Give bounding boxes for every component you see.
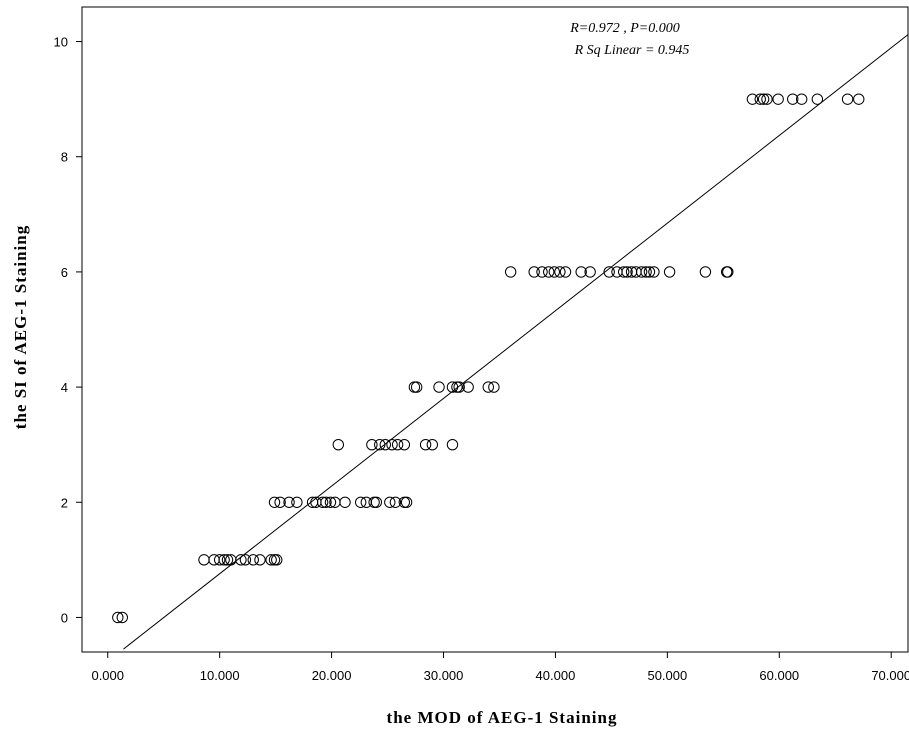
regression-fit-line: [123, 34, 909, 650]
data-point: [603, 266, 615, 278]
data-point: [554, 266, 566, 278]
annotation-r-squared: R Sq Linear = 0.945: [574, 43, 690, 58]
y-tick-label: 8: [61, 150, 68, 165]
data-point: [853, 93, 865, 105]
y-tick-label: 6: [61, 265, 68, 280]
data-point: [575, 266, 587, 278]
x-tick-label: 60.000: [759, 668, 799, 683]
data-point: [274, 496, 286, 508]
data-point: [389, 496, 402, 508]
data-point: [528, 266, 540, 278]
data-point: [291, 496, 303, 508]
data-point: [386, 438, 398, 451]
data-point: [339, 496, 351, 508]
data-point: [324, 496, 337, 508]
data-point: [419, 438, 432, 451]
data-point: [400, 496, 413, 508]
x-tick-label: 0.000: [91, 668, 124, 683]
data-point: [504, 266, 517, 278]
data-point: [391, 438, 404, 451]
data-point: [548, 266, 561, 278]
data-point: [265, 554, 277, 566]
y-axis-ticks: 0 2 4 6 8 10: [54, 35, 82, 625]
x-tick-label: 40.000: [536, 668, 576, 683]
y-tick-label: 4: [61, 380, 68, 395]
data-point: [584, 266, 596, 278]
annotation-r-p: R=0.972 , P=0.000: [569, 21, 680, 36]
data-point: [559, 266, 572, 278]
data-point: [316, 496, 329, 508]
data-point: [635, 266, 648, 278]
data-point: [116, 611, 128, 624]
data-point: [453, 381, 465, 393]
data-point: [795, 93, 808, 105]
data-point: [621, 266, 633, 278]
data-point: [772, 93, 784, 105]
y-tick-label: 0: [61, 610, 68, 625]
y-tick-label: 2: [61, 495, 68, 510]
data-point: [462, 381, 474, 393]
data-point: [482, 381, 494, 393]
data-point: [722, 266, 734, 278]
data-point: [366, 438, 378, 451]
data-point: [787, 93, 799, 105]
data-point: [239, 554, 252, 566]
data-point: [370, 496, 383, 508]
x-axis-ticks: 0.000 10.000 20.000 30.000 40.000 50.000 60.00…: [91, 652, 909, 683]
data-point: [112, 611, 124, 624]
data-point: [811, 93, 824, 105]
data-point: [754, 93, 766, 105]
data-point: [271, 554, 283, 566]
data-point: [254, 554, 266, 566]
data-point: [648, 266, 660, 278]
data-point: [354, 496, 367, 508]
data-point: [283, 496, 295, 508]
data-point: [218, 554, 230, 566]
x-tick-label: 70.000: [871, 668, 909, 683]
data-point: [332, 438, 345, 451]
x-tick-label: 20.000: [312, 668, 352, 683]
data-point: [536, 266, 548, 278]
x-axis-title: the MOD of AEG-1 Staining: [387, 708, 618, 727]
data-point: [374, 438, 386, 451]
data-points: [112, 93, 865, 624]
x-tick-label: 30.000: [424, 668, 464, 683]
data-point: [446, 438, 459, 451]
y-tick-label: 10: [54, 35, 68, 50]
data-point: [235, 554, 247, 566]
data-point: [618, 266, 630, 278]
data-point: [746, 93, 759, 105]
data-point: [699, 266, 712, 278]
data-point: [384, 496, 396, 508]
data-point: [398, 438, 411, 451]
data-point: [320, 496, 332, 508]
data-point: [640, 266, 652, 278]
data-point: [433, 381, 445, 393]
data-point: [488, 381, 500, 393]
data-point: [663, 266, 676, 278]
data-point: [410, 381, 423, 393]
data-point: [247, 554, 259, 566]
data-point: [543, 266, 555, 278]
plot-frame: [81, 6, 909, 653]
data-point: [213, 554, 226, 566]
data-point: [757, 93, 770, 105]
data-point: [268, 496, 281, 508]
data-point: [426, 438, 439, 451]
data-point: [761, 93, 773, 105]
y-axis-title: the SI of AEG-1 Staining: [11, 225, 30, 429]
data-point: [841, 93, 854, 105]
x-tick-label: 50.000: [647, 668, 687, 683]
data-point: [446, 381, 459, 393]
x-tick-label: 10.000: [200, 668, 240, 683]
data-point: [643, 266, 656, 278]
data-point: [221, 554, 234, 566]
data-point: [379, 438, 392, 451]
